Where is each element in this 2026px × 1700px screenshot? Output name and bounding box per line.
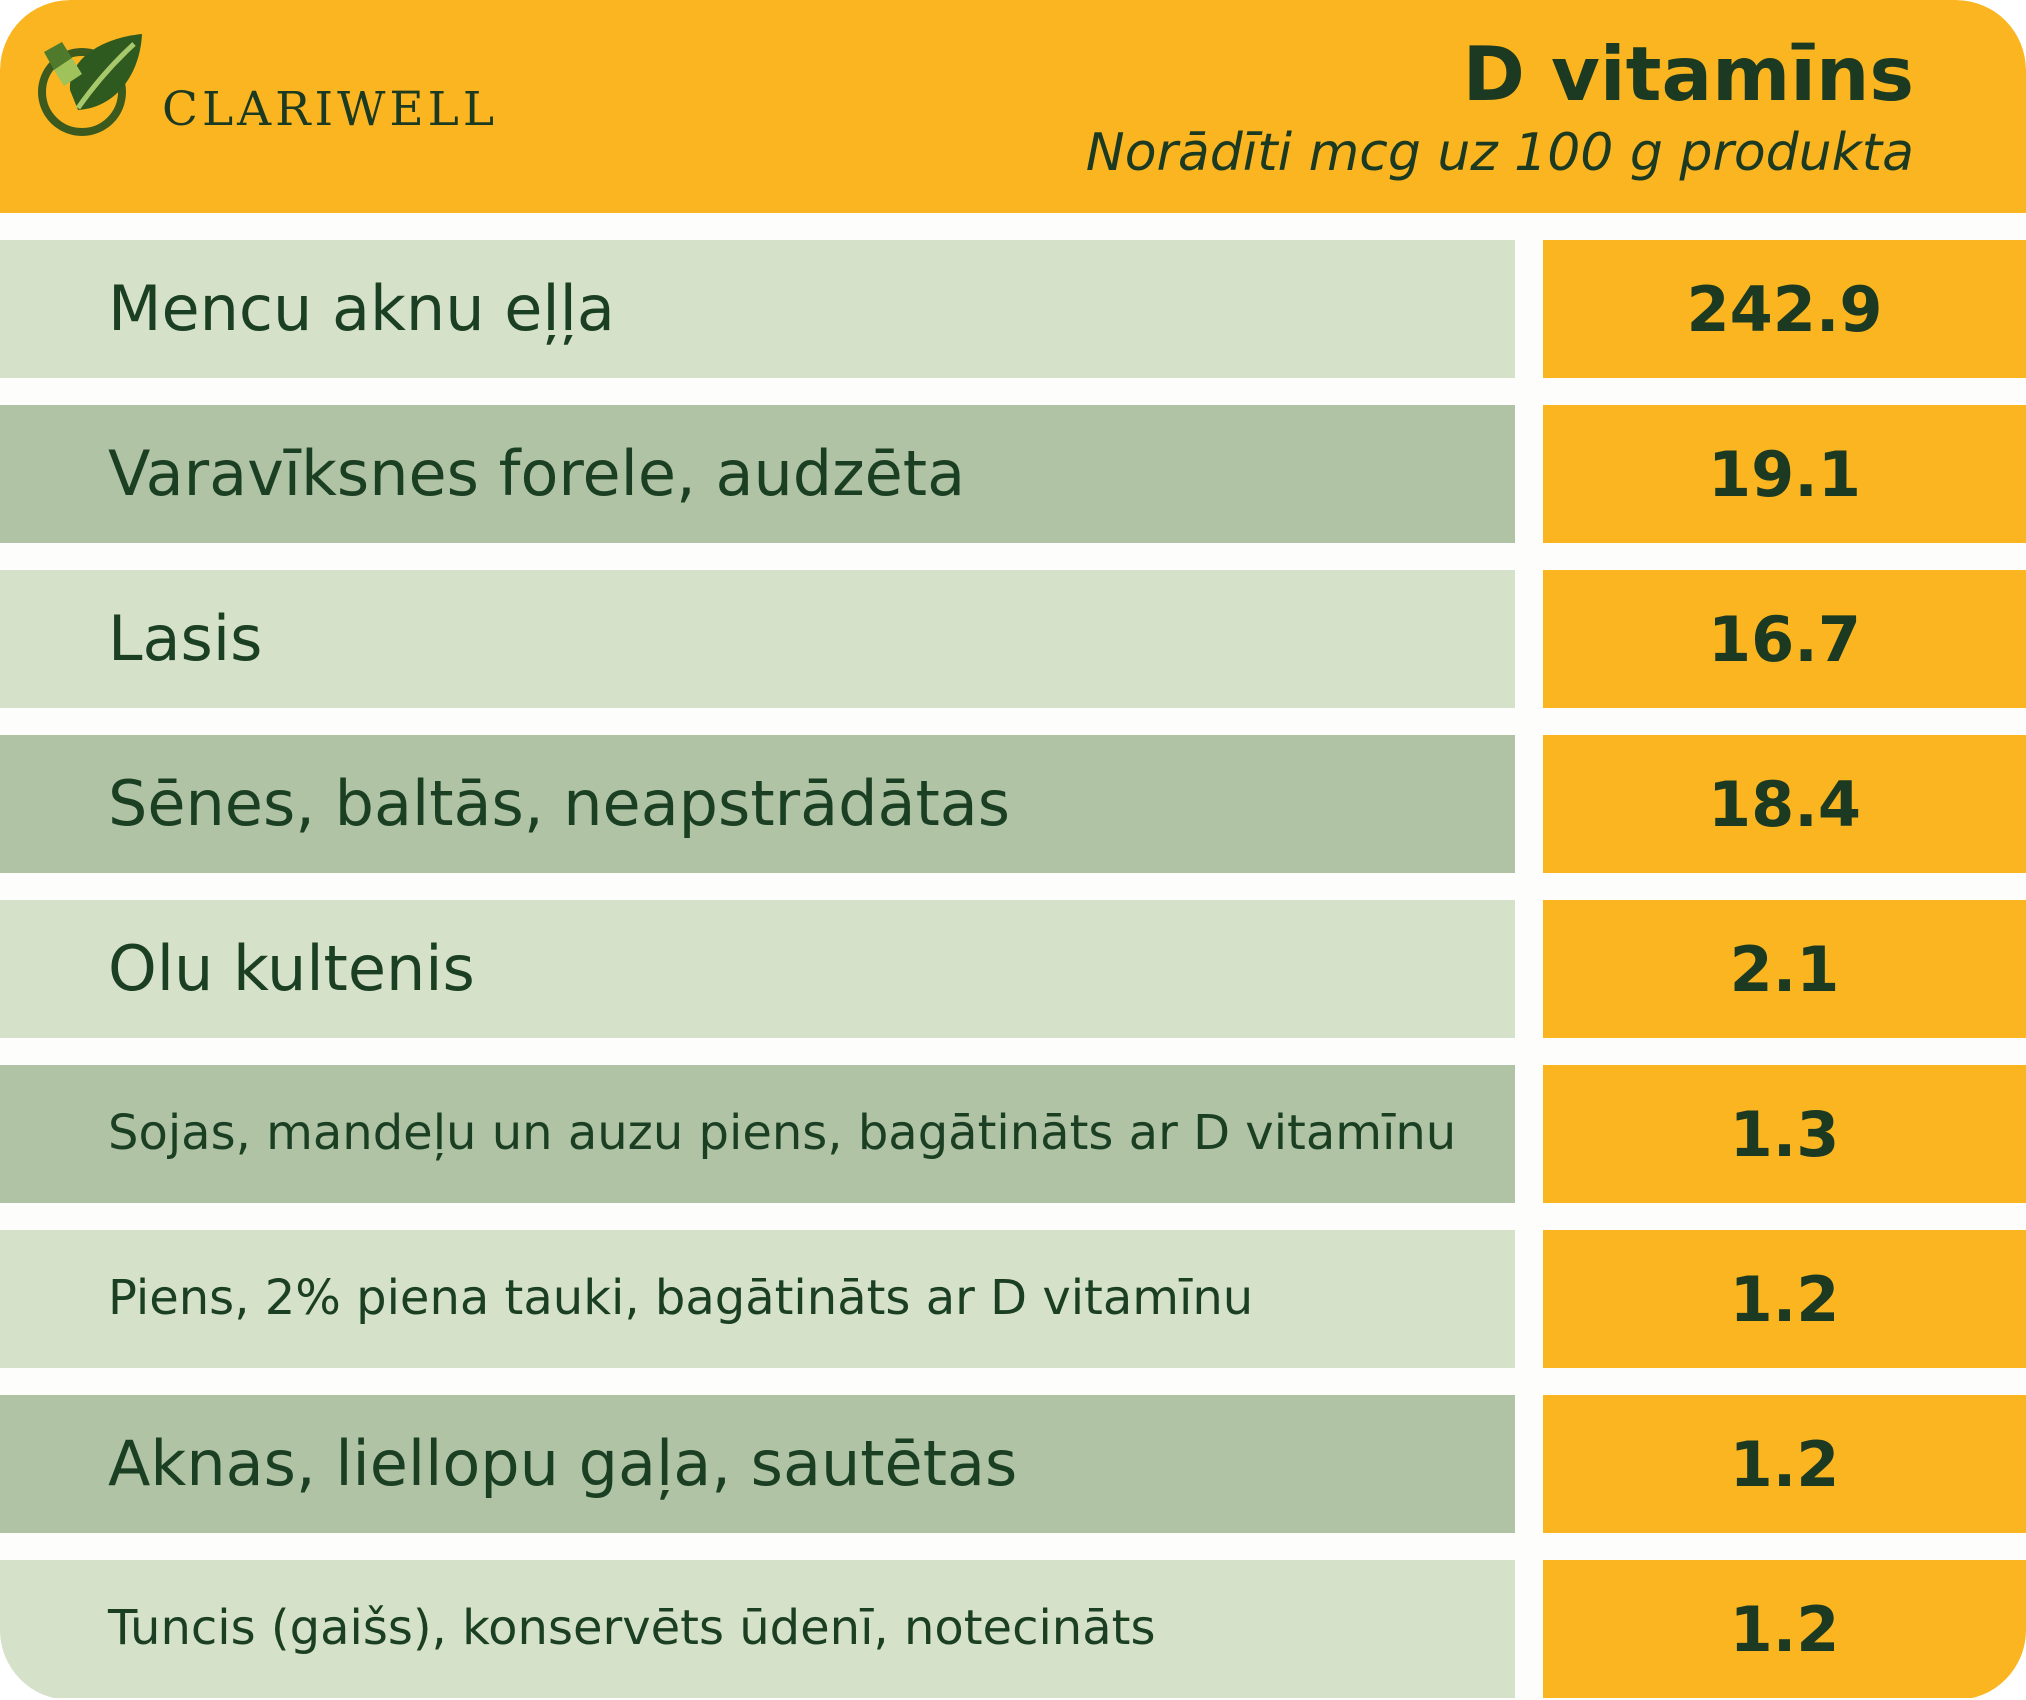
vitamin-value-cell: 19.1 [1543,405,2026,543]
food-name-cell: Varavīksnes forele, audzēta [0,405,1515,543]
food-name-cell: Aknas, liellopu gaļa, sautētas [0,1395,1515,1533]
food-name-cell: Tuncis (gaišs), konservēts ūdenī, noteci… [0,1560,1515,1698]
food-name: Lasis [108,602,263,676]
table-row: Sēnes, baltās, neapstrādātas 18.4 [0,735,2026,873]
table-row: Lasis 16.7 [0,570,2026,708]
food-name: Mencu aknu eļļa [108,272,615,346]
food-name-cell: Piens, 2% piena tauki, bagātināts ar D v… [0,1230,1515,1368]
leaf-logo-icon [38,34,142,136]
food-name-cell: Olu kultenis [0,900,1515,1038]
food-name-cell: Lasis [0,570,1515,708]
table-row: Sojas, mandeļu un auzu piens, bagātināts… [0,1065,2026,1203]
food-name: Olu kultenis [108,932,475,1006]
food-name: Sojas, mandeļu un auzu piens, bagātināts… [108,1105,1457,1162]
food-name: Piens, 2% piena tauki, bagātināts ar D v… [108,1270,1254,1327]
table-row: Aknas, liellopu gaļa, sautētas 1.2 [0,1395,2026,1533]
page-title: D vitamīns [1462,30,1914,118]
page-subtitle: Norādīti mcg uz 100 g produkta [1085,123,1914,183]
vitamin-value-cell: 2.1 [1543,900,2026,1038]
table-row: Olu kultenis 2.1 [0,900,2026,1038]
food-name: Tuncis (gaišs), konservēts ūdenī, noteci… [108,1600,1156,1657]
vitamin-value-cell: 16.7 [1543,570,2026,708]
vitamin-value-cell: 1.2 [1543,1395,2026,1533]
food-name: Aknas, liellopu gaļa, sautētas [108,1427,1018,1501]
brand-name: CLARIWELL [162,82,499,137]
vitamin-value-cell: 1.3 [1543,1065,2026,1203]
vitamin-value-cell: 1.2 [1543,1230,2026,1368]
table-row: Tuncis (gaišs), konservēts ūdenī, noteci… [0,1560,2026,1698]
table-row: Piens, 2% piena tauki, bagātināts ar D v… [0,1230,2026,1368]
food-name-cell: Sēnes, baltās, neapstrādātas [0,735,1515,873]
vitamin-value-cell: 1.2 [1543,1560,2026,1698]
food-table: Mencu aknu eļļa 242.9 Varavīksnes forele… [0,240,2026,1700]
vitamin-value-cell: 242.9 [1543,240,2026,378]
vitamin-value-cell: 18.4 [1543,735,2026,873]
food-name-cell: Sojas, mandeļu un auzu piens, bagātināts… [0,1065,1515,1203]
table-row: Varavīksnes forele, audzēta 19.1 [0,405,2026,543]
food-name-cell: Mencu aknu eļļa [0,240,1515,378]
header-banner: CLARIWELL D vitamīns Norādīti mcg uz 100… [0,0,2026,213]
food-name: Varavīksnes forele, audzēta [108,437,966,511]
table-row: Mencu aknu eļļa 242.9 [0,240,2026,378]
food-name: Sēnes, baltās, neapstrādātas [108,767,1011,841]
